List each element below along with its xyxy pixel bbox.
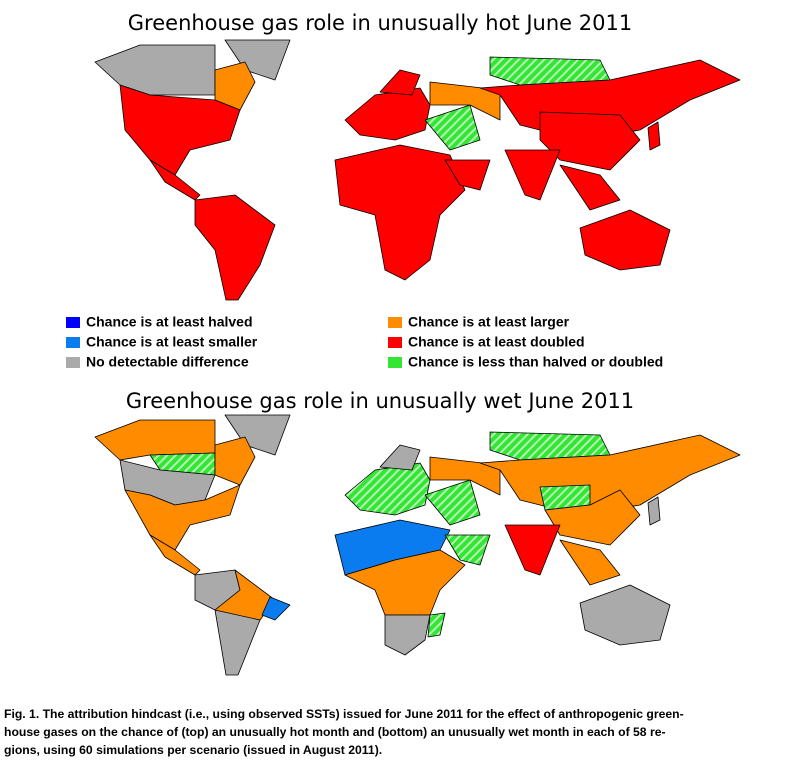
map-title: Greenhouse gas role in unusually wet Jun…: [126, 389, 634, 413]
caption-line: house gases on the chance of (top) an un…: [4, 725, 666, 739]
caption: Fig. 1. The attribution hindcast (i.e., …: [4, 707, 684, 757]
caption-line: gions, using 60 simulations per scenario…: [4, 743, 382, 757]
legend-swatch: [66, 337, 80, 348]
legend-label: Chance is less than halved or doubled: [408, 354, 663, 370]
map-title: Greenhouse gas role in unusually hot Jun…: [128, 11, 632, 35]
world-map-hot: [94, 39, 741, 301]
caption-line: Fig. 1. The attribution hindcast (i.e., …: [4, 707, 684, 721]
legend-swatch: [388, 357, 402, 368]
legend-label: Chance is at least halved: [86, 314, 253, 330]
legend-label: Chance is at least larger: [408, 314, 570, 330]
legend-label: Chance is at least doubled: [408, 334, 585, 350]
legend-swatch: [388, 317, 402, 328]
legend-swatch: [388, 337, 402, 348]
legend-label: Chance is at least smaller: [86, 334, 258, 350]
legend-swatch: [66, 357, 80, 368]
legend-label: No detectable difference: [86, 354, 249, 370]
legend: Chance is at least halved Chance is at l…: [66, 314, 663, 370]
legend-swatch: [66, 317, 80, 328]
world-map-wet: [94, 414, 741, 676]
